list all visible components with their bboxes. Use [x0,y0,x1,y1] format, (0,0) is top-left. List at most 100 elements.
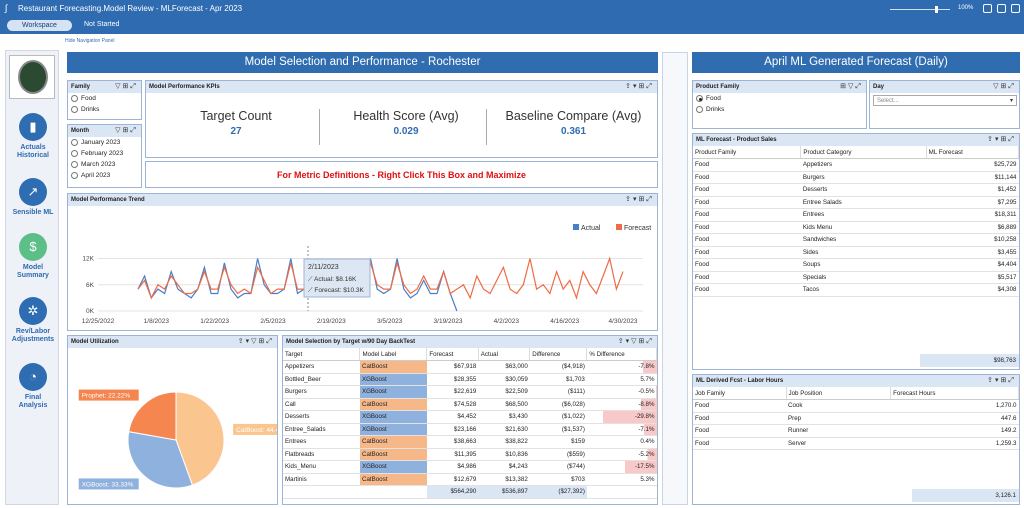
month-option[interactable]: March 2023 [68,159,141,170]
filter-tools-icon[interactable]: ▽⊞⤢ [115,127,138,134]
table-row[interactable]: Food Specials $5,517 [693,271,1019,284]
close-icon[interactable] [1011,4,1020,13]
table-row[interactable]: Entree_Salads XGBoost $23,166 $21,630 ($1,53… [283,423,657,436]
month-option[interactable]: February 2023 [68,148,141,159]
series-line-forecast[interactable] [137,256,624,300]
filter-tools-icon[interactable]: ⊞▽⤢ [840,83,863,90]
panel-tools-icon[interactable]: ⇪▾⊞⤢ [987,136,1016,143]
table-row[interactable]: Flatbreads CatBoost $11,395 $10,836 ($559) -5… [283,448,657,461]
pf-option-drinks[interactable]: Drinks [693,104,866,115]
family-option-drinks[interactable]: Drinks [68,104,141,115]
zoom-slider-handle[interactable] [935,6,938,13]
table-row[interactable]: Food Soups $4,404 [693,258,1019,272]
table-row[interactable]: Food Burgers $11,144 [693,171,1019,184]
column-header[interactable]: Job Family [693,387,787,400]
table-row[interactable]: Food Server 1,259.3 [693,437,1019,450]
table-row[interactable]: Desserts XGBoost $4,452 $3,430 ($1,022) -29.8… [283,410,657,424]
table-row[interactable]: Food Prep 447.6 [693,412,1019,425]
pie-label-box [233,423,277,435]
table-cell: Kids_Menu [283,460,360,474]
table-cell: Kids Menu [800,221,927,234]
nav-model-summary[interactable]: $ Model Summary [6,233,60,280]
month-option[interactable]: April 2023 [68,170,141,181]
column-header[interactable]: Forecast [426,348,479,361]
pf-option-food[interactable]: Food [693,93,866,104]
panel-tools-icon[interactable]: ⇪▾⊞⤢ [987,377,1016,384]
table-cell: Food [693,399,787,413]
day-select[interactable]: Select... [873,95,1017,106]
table-row[interactable]: Food Entrees $18,311 [693,208,1019,222]
nav-label: Rev/Labor [15,328,51,335]
column-header[interactable]: Job Position [786,387,892,400]
pie-slice[interactable] [127,431,194,489]
table-cell: $38,822 [478,435,530,449]
column-header[interactable]: ML Forecast [926,146,1020,159]
nav-rev-labor[interactable]: ✲ Rev/Labor Adjustments [6,297,60,344]
table-cell: XGBoost [359,460,427,474]
table-cell: Food [693,183,801,197]
table-row[interactable]: Entrees CatBoost $38,663 $38,822 $159 0.4% [283,435,657,449]
x-tick-label: 4/2/2023 [494,318,520,325]
month-option[interactable]: January 2023 [68,137,141,148]
family-filter: Family ▽⊞⤢ Food Drinks [67,80,142,120]
nav-final-analysis[interactable]: ◔ Final Analysis [6,363,60,410]
nav-label: Historical [17,152,49,159]
table-row[interactable]: Food Appetizers $25,729 [693,158,1019,172]
column-header[interactable]: Model Label [359,348,428,361]
table-row[interactable]: Food Tacos $4,308 [693,283,1019,297]
settings-icon[interactable] [997,4,1006,13]
column-header[interactable]: Product Family [693,146,802,159]
table-row[interactable]: Food Kids Menu $6,889 [693,221,1019,234]
table-cell: $63,000 [478,360,530,374]
panel-tools-icon[interactable]: ⇪▾▽⊞⤢ [617,338,654,345]
table-cell: -17.5% [586,460,657,474]
column-header[interactable]: Forecast Hours [890,387,1019,400]
panel-tools-icon[interactable]: ⇪▾⊞⤢ [625,196,654,203]
tooltip-date: 2/11/2023 [308,264,339,271]
table-row[interactable]: Call CatBoost $74,528 $68,500 ($6,028) -8.8% [283,398,657,411]
totals-row: $564,290 $536,897 ($27,392) [283,485,657,499]
family-option-food[interactable]: Food [68,93,141,104]
panel-tools-icon[interactable]: ⇪▾▽⊞⤢ [237,338,274,345]
column-header[interactable]: % Difference [586,348,657,361]
column-header[interactable]: Target [283,348,361,361]
table-row[interactable]: Martinis CatBoost $12,679 $13,382 $703 5.3% [283,473,657,486]
table-cell: CatBoost [359,398,427,411]
table-row[interactable]: Food Runner 149.2 [693,424,1019,438]
column-header[interactable]: Difference [529,348,588,361]
panel-tools-icon[interactable]: ⇪▾⊞⤢ [625,83,654,90]
nav-label: Model [22,264,44,271]
table-row[interactable]: Kids_Menu XGBoost $4,986 $4,243 ($744) -17.5% [283,460,657,474]
total-cell: ($27,392) [529,485,587,499]
column-header[interactable]: Actual [478,348,531,361]
column-header[interactable]: Product Category [800,146,927,159]
nav-sensible-ml[interactable]: ↗ Sensible ML [6,178,60,217]
nav-actuals-historical[interactable]: ▮ Actuals Historical [6,113,60,160]
table-row[interactable]: Food Desserts $1,452 [693,183,1019,197]
nav-label: Analysis [18,402,48,409]
metric-definitions-note[interactable]: For Metric Definitions - Right Click Thi… [145,161,658,188]
table-cell: Server [786,437,891,450]
series-line-actual[interactable] [137,258,458,312]
pie-slice[interactable] [175,391,225,486]
filter-tools-icon[interactable]: ▽⊞⤢ [115,83,138,90]
kpi-value: 0.029 [393,126,419,137]
filter-tools-icon[interactable]: ▽⊞⤢ [993,83,1016,90]
refresh-icon[interactable] [983,4,992,13]
table-cell: $6,889 [926,221,1019,234]
product-sales-table: Product Family Product Category ML Forecas… [693,146,1020,297]
table-row[interactable]: Food Sides $3,455 [693,246,1019,259]
table-row[interactable]: Food Entree Salads $7,295 [693,196,1019,209]
zoom-slider[interactable] [890,9,950,10]
table-row[interactable]: Food Cook 1,270.0 [693,399,1019,413]
trend-title: Model Performance Trend [71,197,145,203]
table-cell: $4,452 [426,410,479,424]
table-row[interactable]: Appetizers CatBoost $67,918 $63,000 ($4,918)… [283,360,657,374]
workspace-button[interactable]: Workspace [7,20,72,31]
table-row[interactable]: Burgers XGBoost $22,619 $22,509 ($111) -0.5% [283,385,657,399]
table-row[interactable]: Food Sandwiches $10,258 [693,233,1019,247]
table-row[interactable]: Bottled_Beer XGBoost $28,355 $30,059 $1,703 5… [283,373,657,386]
hide-navigation-link[interactable]: Hide Navigation Panel [65,38,115,44]
scroll-gutter[interactable] [662,52,688,505]
pie-slice[interactable] [128,391,177,441]
